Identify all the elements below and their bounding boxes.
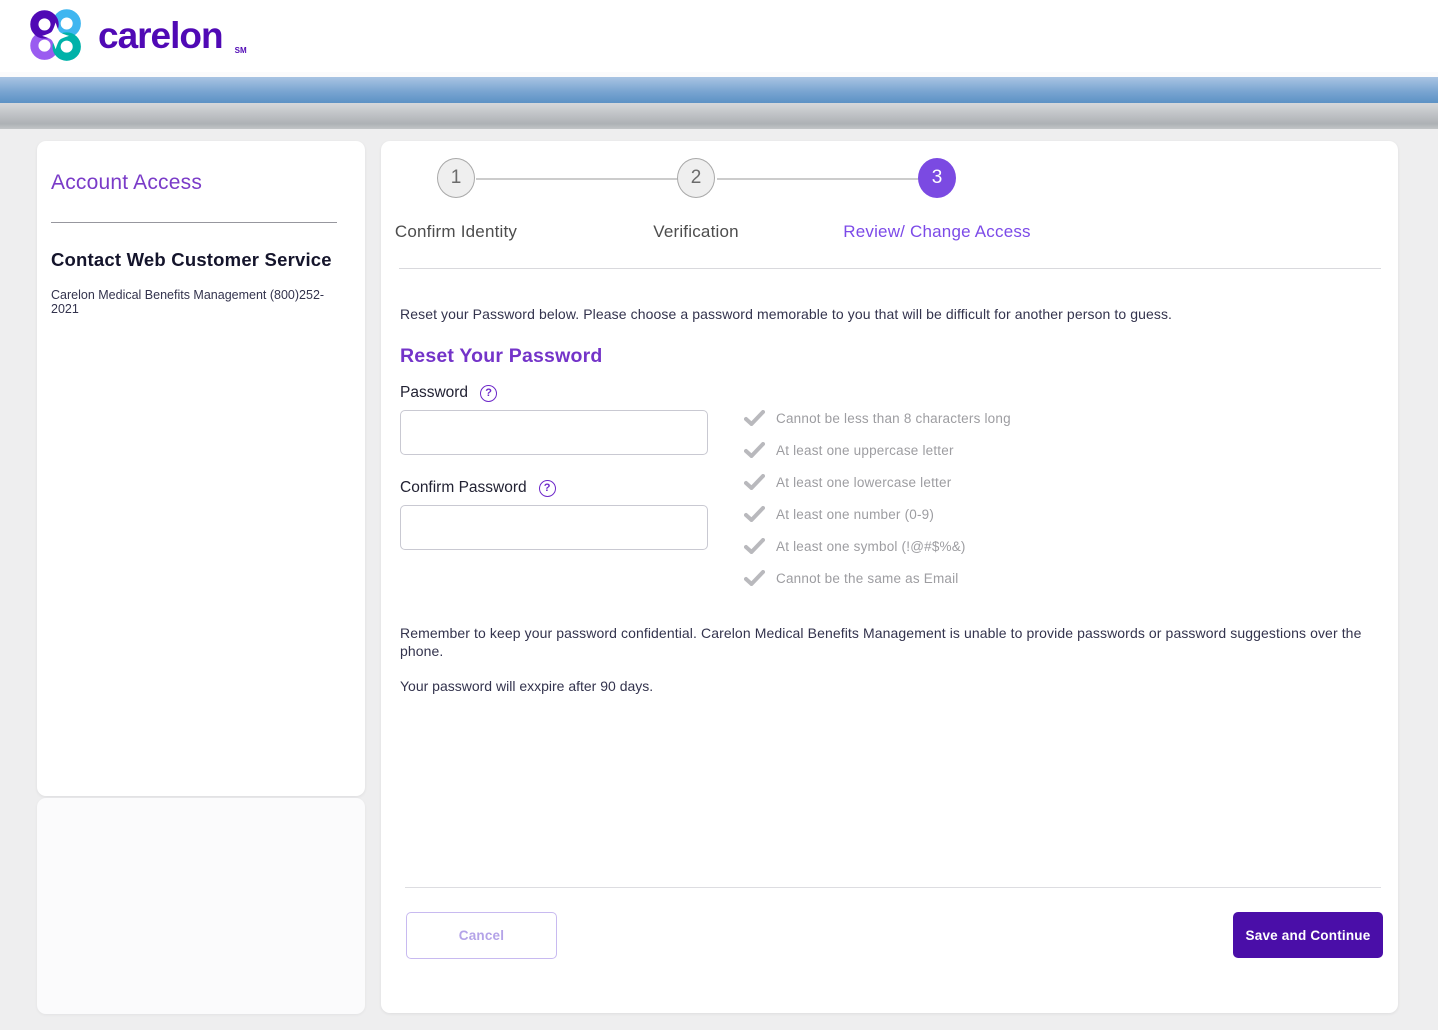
check-icon (744, 506, 765, 522)
requirement-item: At least one uppercase letter (744, 434, 1011, 466)
password-fields: Password ? Confirm Password ? (400, 382, 708, 594)
requirement-text: At least one uppercase letter (776, 442, 954, 458)
step-number-badge: 3 (918, 158, 956, 198)
logo-wordmark: carelon (98, 15, 224, 56)
form-actions: Cancel Save and Continue (406, 912, 1383, 959)
password-requirements-list: Cannot be less than 8 characters long At… (744, 402, 1011, 594)
password-label-row: Password ? (400, 382, 708, 404)
save-and-continue-button[interactable]: Save and Continue (1233, 912, 1383, 958)
confirm-password-input[interactable] (400, 505, 708, 550)
password-input[interactable] (400, 410, 708, 455)
carelon-clover-icon (30, 9, 81, 61)
expiry-note: Your password will exxpire after 90 days… (400, 678, 654, 694)
header-gap (0, 72, 1438, 77)
reset-password-panel: 1 Confirm Identity 2 Verification 3 Revi… (381, 141, 1398, 1013)
requirement-text: At least one symbol (!@#$%&) (776, 538, 966, 554)
sidebar-divider (51, 222, 337, 223)
step-label: Verification (653, 222, 739, 241)
check-icon (744, 570, 765, 586)
blue-stripe (0, 77, 1438, 103)
requirement-item: At least one lowercase letter (744, 466, 1011, 498)
requirement-item: Cannot be the same as Email (744, 562, 1011, 594)
service-mark: SM (234, 46, 247, 55)
stepper-connector (717, 178, 938, 180)
password-form: Password ? Confirm Password ? Cannot be … (400, 382, 1379, 594)
password-help-icon[interactable]: ? (480, 384, 498, 402)
requirement-text: Cannot be less than 8 characters long (776, 410, 1011, 426)
gray-stripe (0, 103, 1438, 129)
section-title: Reset Your Password (400, 345, 603, 367)
step-label: Confirm Identity (394, 222, 518, 241)
app-header: carelon SM (0, 0, 1438, 72)
confirm-password-label: Confirm Password (400, 479, 527, 496)
requirement-item: At least one symbol (!@#$%&) (744, 530, 1011, 562)
page-title: Account Access (51, 171, 203, 194)
requirement-item: Cannot be less than 8 characters long (744, 402, 1011, 434)
step-label: Review/ Change Access (843, 222, 1031, 241)
sidebar: Account Access Contact Web Customer Serv… (37, 141, 365, 1014)
carelon-logo: carelon SM (28, 9, 247, 63)
stepper-connector (476, 178, 697, 180)
requirement-text: Cannot be the same as Email (776, 570, 959, 586)
stepper-divider (399, 268, 1381, 269)
confirm-password-label-row: Confirm Password ? (400, 477, 708, 499)
sidebar-empty-card (37, 798, 365, 1014)
step-number-badge: 2 (677, 158, 715, 198)
step-number-badge: 1 (437, 158, 475, 198)
confirm-password-help-icon[interactable]: ? (538, 479, 556, 497)
check-icon (744, 538, 765, 554)
progress-stepper: 1 Confirm Identity 2 Verification 3 Revi… (381, 141, 1398, 268)
step-confirm-identity[interactable]: 1 Confirm Identity (346, 158, 566, 242)
check-icon (744, 442, 765, 458)
requirement-text: At least one lowercase letter (776, 474, 952, 490)
page-content: Account Access Contact Web Customer Serv… (37, 141, 1398, 1014)
contact-phone-line: Carelon Medical Benefits Management (800… (51, 288, 325, 316)
intro-text: Reset your Password below. Please choose… (400, 306, 1173, 322)
password-label: Password (400, 384, 469, 401)
account-access-card: Account Access Contact Web Customer Serv… (37, 141, 365, 796)
check-icon (744, 474, 765, 490)
check-icon (744, 410, 765, 426)
contact-heading: Contact Web Customer Service (51, 249, 332, 270)
step-verification[interactable]: 2 Verification (586, 158, 806, 242)
requirement-item: At least one number (0-9) (744, 498, 1011, 530)
footer-divider (405, 887, 1381, 888)
cancel-button[interactable]: Cancel (406, 912, 557, 959)
step-review-change-access[interactable]: 3 Review/ Change Access (827, 158, 1047, 242)
confidentiality-note: Remember to keep your password confident… (400, 625, 1362, 659)
requirement-text: At least one number (0-9) (776, 506, 935, 522)
